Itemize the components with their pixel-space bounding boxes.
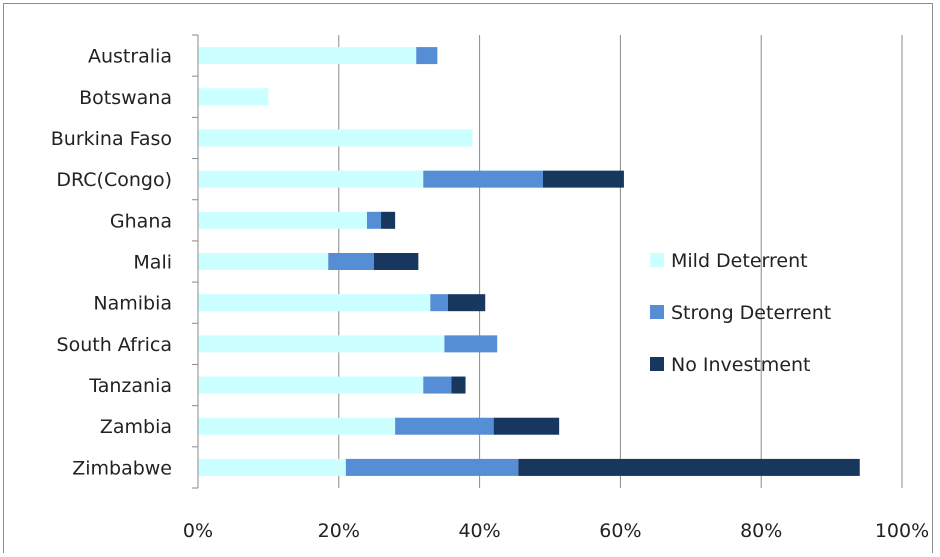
x-tick-label: 60% bbox=[599, 520, 641, 542]
legend-swatch bbox=[650, 253, 664, 267]
x-tick-label: 0% bbox=[183, 520, 213, 542]
category-label: Namibia bbox=[93, 293, 172, 315]
legend-label: Mild Deterrent bbox=[671, 250, 808, 272]
legend-swatch bbox=[650, 357, 664, 371]
bar-no-investment bbox=[542, 170, 624, 188]
bar-strong-deterrent bbox=[423, 376, 452, 394]
category-label: Zambia bbox=[100, 416, 172, 438]
category-label: South Africa bbox=[57, 334, 172, 356]
x-tick-label: 80% bbox=[740, 520, 782, 542]
category-label: Australia bbox=[88, 46, 172, 68]
chart-frame bbox=[3, 3, 933, 553]
x-tick-label: 40% bbox=[458, 520, 500, 542]
bar-strong-deterrent bbox=[328, 253, 374, 270]
bar-strong-deterrent bbox=[416, 47, 438, 65]
bar-mild-deterrent bbox=[198, 458, 346, 476]
category-label: Zimbabwe bbox=[72, 457, 172, 479]
category-labels: Australia Botswana Burkina Faso DRC(Congo) G… bbox=[51, 46, 172, 480]
bar-mild-deterrent bbox=[198, 335, 445, 353]
bar-strong-deterrent bbox=[395, 417, 494, 435]
bar-mild-deterrent bbox=[198, 129, 473, 147]
bar-mild-deterrent bbox=[198, 170, 424, 188]
bar-strong-deterrent bbox=[444, 335, 498, 353]
category-label: Botswana bbox=[79, 87, 172, 109]
bar-mild-deterrent bbox=[198, 211, 367, 229]
bar-mild-deterrent bbox=[198, 417, 396, 435]
x-tick-labels: 0% 20% 40% 60% 80% 100% bbox=[183, 520, 929, 542]
x-tick-label: 100% bbox=[875, 520, 929, 542]
bars bbox=[198, 47, 860, 476]
bar-no-investment bbox=[518, 458, 860, 476]
category-label: Ghana bbox=[110, 210, 172, 232]
legend-label: No Investment bbox=[671, 354, 811, 376]
bar-no-investment bbox=[374, 253, 419, 270]
category-label: Mali bbox=[133, 252, 172, 274]
legend: Mild Deterrent Strong Deterrent No Investm… bbox=[650, 250, 831, 376]
bar-no-investment bbox=[451, 376, 466, 394]
bar-strong-deterrent bbox=[345, 458, 519, 476]
bar-mild-deterrent bbox=[198, 253, 329, 270]
axes bbox=[192, 34, 199, 489]
category-label: Tanzania bbox=[88, 375, 172, 397]
category-label: Burkina Faso bbox=[51, 128, 172, 150]
legend-label: Strong Deterrent bbox=[671, 302, 831, 324]
bar-mild-deterrent bbox=[198, 376, 424, 394]
bar-strong-deterrent bbox=[423, 170, 543, 188]
bar-strong-deterrent bbox=[430, 294, 448, 312]
bar-no-investment bbox=[447, 294, 486, 312]
x-tick-label: 20% bbox=[318, 520, 360, 542]
gridlines bbox=[338, 35, 903, 488]
legend-swatch bbox=[650, 305, 664, 319]
bar-mild-deterrent bbox=[198, 88, 269, 106]
bar-no-investment bbox=[493, 417, 560, 435]
bar-no-investment bbox=[381, 211, 396, 229]
bar-strong-deterrent bbox=[366, 211, 382, 229]
category-label: DRC(Congo) bbox=[56, 169, 172, 191]
bar-mild-deterrent bbox=[198, 47, 417, 65]
bar-mild-deterrent bbox=[198, 294, 431, 312]
